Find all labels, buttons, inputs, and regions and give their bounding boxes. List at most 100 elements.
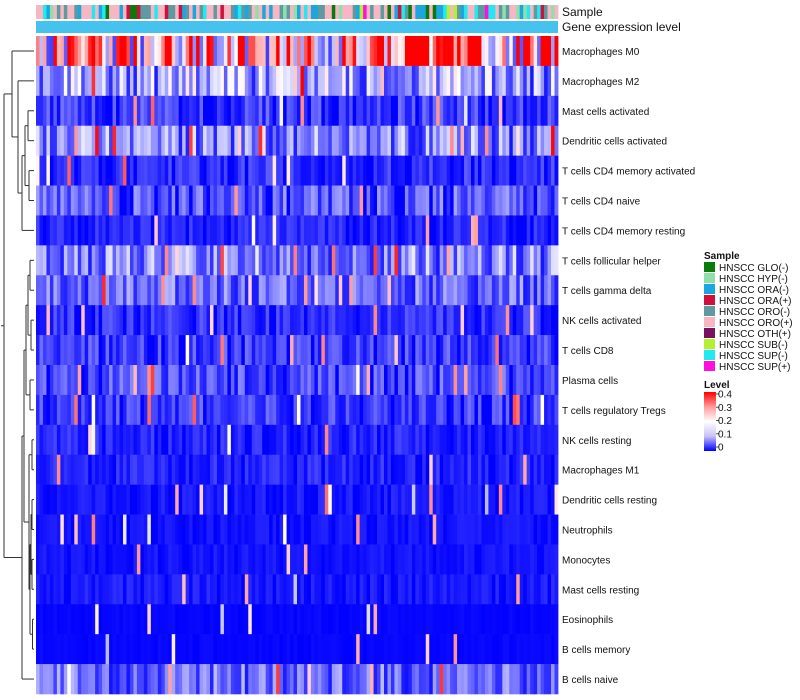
heatmap-cell [537,36,541,67]
heatmap-cell [303,215,308,246]
heatmap-cell [477,514,482,545]
heatmap-cell [370,95,374,127]
heatmap-cell [338,634,343,665]
heatmap-cell [116,484,120,515]
heatmap-cell [540,544,545,575]
heatmap-cell [189,664,193,695]
heatmap-cell [540,634,545,665]
heatmap-cell [276,365,280,396]
heatmap-cell [443,245,448,276]
heatmap-cell [171,454,176,485]
heatmap-cell [349,305,354,336]
heatmap-cell [123,514,127,545]
heatmap-cell [533,634,538,665]
heatmap-cell [157,245,162,276]
heatmap-cell [210,604,214,635]
heatmap-cell [248,424,253,456]
heatmap-cell [84,634,89,665]
heatmap-cell [345,634,350,665]
sample-track-cell [370,5,374,19]
heatmap-cell [230,634,235,665]
heatmap-cell [175,574,180,605]
heatmap-cell [467,514,472,545]
heatmap-cell [443,664,448,695]
heatmap-cell [384,275,388,306]
heatmap-cell [241,305,246,336]
heatmap-cell [349,275,354,306]
heatmap-cell [175,664,180,695]
heatmap-cell [446,215,451,246]
heatmap-cell [317,155,322,186]
heatmap-cell [286,305,291,336]
sample-track-cell [126,5,131,19]
heatmap-cell [164,305,169,336]
heatmap-cell [373,245,378,276]
heatmap-cell [272,664,277,695]
heatmap-cell [262,604,267,635]
heatmap-cell [310,484,315,515]
heatmap-cell [168,514,173,545]
heatmap-cell [143,484,148,515]
sample-track-cell [81,5,86,19]
heatmap-cell [293,65,298,97]
heatmap-cell [53,574,58,605]
heatmap-cell [429,544,434,575]
heatmap-cell [366,514,371,545]
heatmap-cell [265,275,270,306]
heatmap-cell [143,155,148,186]
heatmap-cell [237,664,242,695]
heatmap-cell [227,155,232,186]
heatmap-cell [147,484,152,515]
heatmap-cell [216,245,221,276]
heatmap-cell [439,454,444,485]
heatmap-cell [147,36,152,67]
heatmap-cell [363,604,367,635]
heatmap-cell [244,664,249,695]
heatmap-cell [248,394,253,426]
heatmap-cell [112,365,117,396]
heatmap-cell [397,514,402,545]
heatmap-cell [363,335,367,366]
heatmap-cell [533,484,538,515]
heatmap-cell [203,36,207,67]
heatmap-cell [109,514,113,545]
heatmap-cell [359,514,364,545]
heatmap-cell [363,185,367,216]
heatmap-cell [394,544,399,575]
heatmap-cell [554,155,559,186]
heatmap-cell [335,604,340,635]
heatmap-cell [140,215,145,246]
heatmap-cell [551,604,555,635]
heatmap-cell [404,65,409,97]
heatmap-cell [314,36,319,67]
heatmap-cell [390,215,395,246]
heatmap-cell [203,484,207,515]
heatmap-cell [498,574,503,605]
heatmap-cell [314,335,319,366]
heatmap-cell [523,36,528,67]
heatmap-cell [39,215,44,246]
heatmap-cell [512,454,517,485]
heatmap-cell [422,335,427,366]
heatmap-cell [526,245,531,276]
heatmap-cell [432,65,437,97]
heatmap-cell [39,544,44,575]
heatmap-cell [523,664,528,695]
heatmap-cell [338,65,343,97]
heatmap-cell [474,484,479,515]
heatmap-cell [227,634,232,665]
heatmap-cell [495,215,500,246]
heatmap-cell [216,634,221,665]
heatmap-cell [206,65,211,97]
heatmap-cell [147,65,152,97]
heatmap-cell [60,185,65,216]
heatmap-cell [363,65,367,97]
heatmap-cell [300,65,305,97]
heatmap-cell [258,335,263,366]
heatmap-cell [109,305,113,336]
heatmap-cell [74,574,79,605]
heatmap-cell [373,275,378,306]
heatmap-cell [387,365,392,396]
heatmap-cell [394,275,399,306]
heatmap-cell [102,95,106,127]
